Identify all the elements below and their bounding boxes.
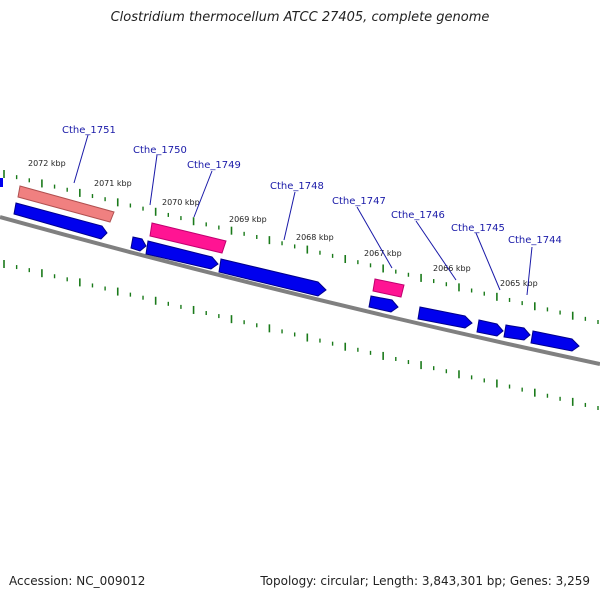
- feature-forward-5[interactable]: [368, 295, 399, 313]
- kbp-label-2068: 2068 kbp: [296, 233, 334, 242]
- leader-cthe-1749: [193, 170, 213, 218]
- feature-forward-3[interactable]: [145, 240, 219, 270]
- gene-label-cthe-1747[interactable]: Cthe_1747: [332, 196, 386, 207]
- feature-forward-left-edge: [0, 178, 3, 187]
- feature-forward-6[interactable]: [417, 306, 473, 329]
- gene-label-cthe-1746[interactable]: Cthe_1746: [391, 210, 445, 221]
- gene-label-cthe-1744[interactable]: Cthe_1744: [508, 235, 562, 246]
- map-title: Clostridium thermocellum ATCC 27405, com…: [110, 10, 490, 25]
- kbp-label-2072: 2072 kbp: [28, 159, 66, 168]
- leader-cthe-1745: [475, 232, 501, 291]
- gene-label-cthe-1751[interactable]: Cthe_1751: [62, 125, 116, 136]
- feature-cthe-1751[interactable]: [17, 185, 115, 223]
- lower-tick-ring: [3, 260, 599, 410]
- kbp-label-2065: 2065 kbp: [500, 279, 538, 288]
- leader-cthe-1746: [415, 220, 457, 281]
- feature-forward-1[interactable]: [13, 202, 108, 240]
- kbp-label-2069: 2069 kbp: [229, 215, 267, 224]
- feature-cthe-1747[interactable]: [372, 278, 405, 298]
- leader-cthe-1751: [73, 134, 89, 184]
- leader-cthe-1744: [526, 246, 533, 296]
- gene-label-cthe-1745[interactable]: Cthe_1745: [451, 223, 505, 234]
- gene-label-cthe-1748[interactable]: Cthe_1748: [270, 181, 324, 192]
- leader-cthe-1747: [356, 206, 393, 269]
- feature-forward-4[interactable]: [218, 258, 327, 297]
- genome-backbone: [0, 215, 600, 366]
- upper-tick-ring: [3, 170, 599, 324]
- kbp-label-2066: 2066 kbp: [433, 264, 471, 273]
- feature-forward-9[interactable]: [530, 330, 580, 352]
- genome-summary-text: Topology: circular; Length: 3,843,301 bp…: [260, 574, 590, 588]
- feature-forward-7[interactable]: [476, 319, 504, 337]
- leader-cthe-1748: [283, 191, 296, 241]
- feature-forward-2[interactable]: [130, 236, 147, 252]
- leader-cthe-1750: [149, 154, 158, 206]
- kbp-label-2071: 2071 kbp: [94, 179, 132, 188]
- feature-cthe-1749[interactable]: [149, 222, 227, 254]
- gene-label-cthe-1750[interactable]: Cthe_1750: [133, 145, 187, 156]
- kbp-label-2067: 2067 kbp: [364, 249, 402, 258]
- accession-text: Accession: NC_009012: [9, 574, 146, 588]
- kbp-label-2070: 2070 kbp: [162, 198, 200, 207]
- feature-forward-8[interactable]: [503, 324, 531, 341]
- gene-label-cthe-1749[interactable]: Cthe_1749: [187, 160, 241, 171]
